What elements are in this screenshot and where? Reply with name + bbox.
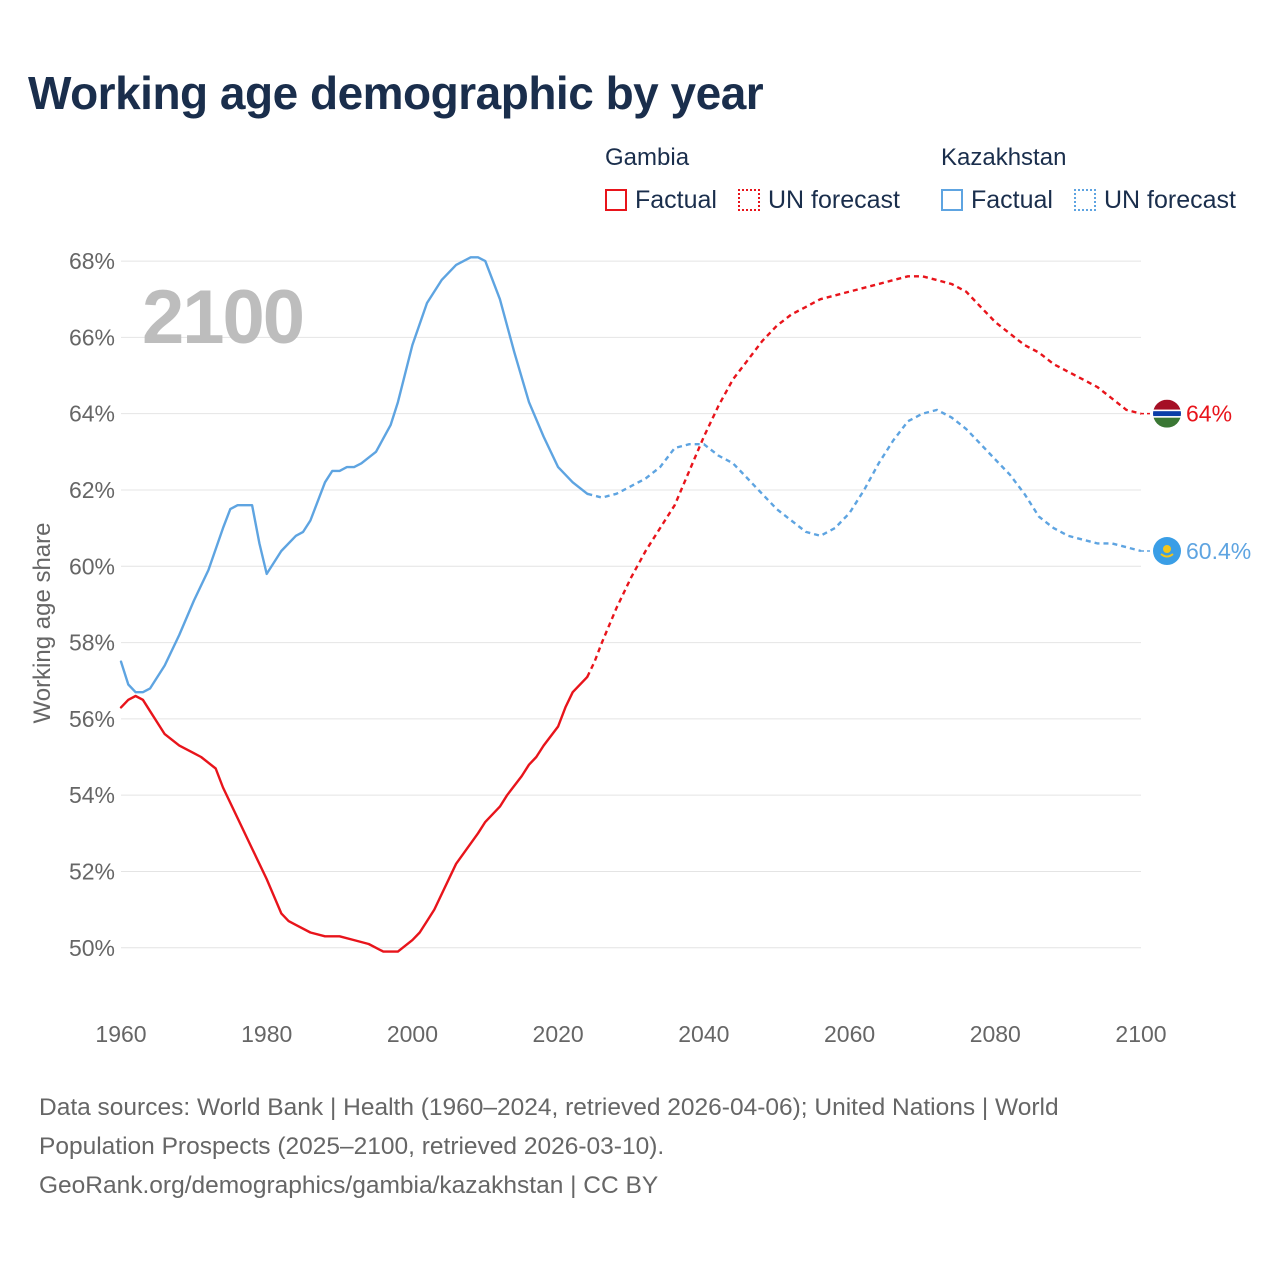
legend-gambia-forecast[interactable]: UN forecast xyxy=(738,186,900,214)
legend-gambia-factual[interactable]: Factual xyxy=(605,186,717,214)
kazakhstan-flag-icon xyxy=(1153,537,1181,566)
y-tick-label: 50% xyxy=(69,935,115,961)
legend-kazakhstan-factual[interactable]: Factual xyxy=(941,186,1053,214)
legend-label: Factual xyxy=(635,185,717,214)
series-group xyxy=(119,256,1142,953)
y-tick-label: 56% xyxy=(69,706,115,732)
y-tick-label: 64% xyxy=(69,401,115,427)
gridlines xyxy=(121,260,1141,949)
footer-source-line-2: Population Prospects (2025–2100, retriev… xyxy=(39,1133,665,1160)
x-tick-label: 2020 xyxy=(533,1021,584,1047)
y-tick-label: 68% xyxy=(69,248,115,274)
year-watermark: 2100 xyxy=(142,275,303,360)
x-tick-label: 1960 xyxy=(95,1021,146,1047)
y-axis-ticks: 50% 52% 54% 56% 58% 60% 62% 64% 66% 68% xyxy=(69,248,115,961)
legend-kazakhstan-forecast[interactable]: UN forecast xyxy=(1074,186,1236,214)
y-tick-label: 52% xyxy=(69,858,115,884)
legend-label: UN forecast xyxy=(768,185,900,214)
x-tick-label: 1980 xyxy=(241,1021,292,1047)
legend-swatch-kazakhstan-factual xyxy=(941,189,963,211)
x-tick-label: 2100 xyxy=(1115,1021,1166,1047)
legend-group-gambia: Gambia xyxy=(605,144,690,171)
y-tick-label: 54% xyxy=(69,782,115,808)
y-tick-label: 58% xyxy=(69,630,115,656)
kazakhstan-factual-line xyxy=(119,256,589,694)
x-tick-label: 2040 xyxy=(678,1021,729,1047)
footer-credit[interactable]: GeoRank.org/demographics/gambia/kazakhst… xyxy=(39,1172,659,1199)
legend-swatch-gambia-factual xyxy=(605,189,627,211)
end-markers: 64% 60.4% xyxy=(1141,399,1251,566)
x-tick-label: 2060 xyxy=(824,1021,875,1047)
kazakhstan-end-label: 60.4% xyxy=(1186,538,1251,564)
gambia-factual-line xyxy=(119,675,589,953)
legend-swatch-kazakhstan-forecast xyxy=(1074,189,1096,211)
gambia-forecast-line xyxy=(586,275,1142,678)
legend-label: UN forecast xyxy=(1104,185,1236,214)
gambia-flag-icon xyxy=(1153,399,1181,428)
legend-label: Factual xyxy=(971,185,1053,214)
gambia-end-label: 64% xyxy=(1186,401,1232,427)
legend-group-kazakhstan: Kazakhstan xyxy=(941,144,1067,171)
footer: Data sources: World Bank | Health (1960–… xyxy=(39,1088,1239,1205)
footer-source-line-1: Data sources: World Bank | Health (1960–… xyxy=(39,1094,1059,1121)
chart-title: Working age demographic by year xyxy=(28,67,764,119)
x-axis-ticks: 1960 1980 2000 2020 2040 2060 2080 2100 xyxy=(95,1021,1166,1047)
kazakhstan-forecast-line xyxy=(586,408,1142,553)
x-tick-label: 2080 xyxy=(970,1021,1021,1047)
y-tick-label: 62% xyxy=(69,477,115,503)
legend-swatch-gambia-forecast xyxy=(738,189,760,211)
y-tick-label: 66% xyxy=(69,324,115,350)
x-tick-label: 2000 xyxy=(387,1021,438,1047)
line-chart: 2100 50% 52% 54% 56% 58% 60% 62% 64% 66% 68% 1960… xyxy=(29,248,1251,1047)
y-tick-label: 60% xyxy=(69,553,115,579)
y-axis-label: Working age share xyxy=(29,523,56,724)
